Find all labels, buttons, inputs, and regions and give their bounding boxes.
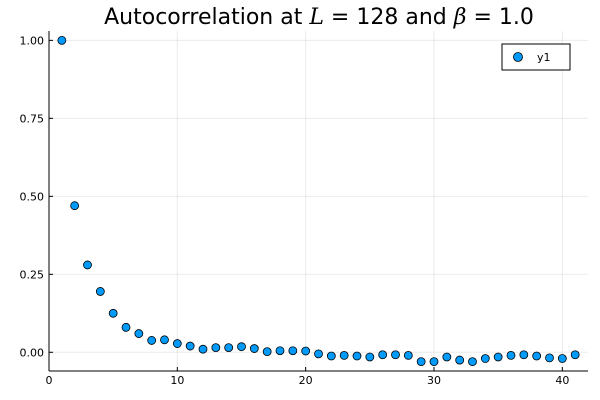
y-tick-label: 1.00 — [20, 34, 45, 47]
data-point — [519, 350, 529, 360]
data-point — [147, 336, 157, 345]
data-point — [185, 341, 195, 351]
data-points — [57, 35, 580, 367]
data-point — [391, 350, 400, 360]
data-point — [249, 344, 259, 353]
data-point — [506, 351, 516, 360]
data-point — [275, 346, 285, 356]
legend-box — [501, 43, 571, 71]
data-point — [557, 354, 567, 363]
title-L-symbol: L — [308, 5, 324, 30]
data-point — [95, 287, 105, 296]
data-point — [468, 357, 477, 367]
y-tick-label: 0.50 — [20, 190, 45, 203]
x-tick-label: 40 — [555, 374, 569, 387]
data-point — [134, 329, 144, 338]
legend: y1 — [501, 43, 571, 71]
data-point — [237, 342, 246, 352]
title-beta-symbol: β — [453, 5, 467, 30]
data-point — [545, 353, 554, 363]
data-point — [108, 308, 118, 318]
data-point — [211, 343, 221, 353]
data-point — [301, 346, 311, 356]
data-point — [442, 352, 452, 362]
axes — [48, 31, 588, 372]
data-point — [493, 352, 503, 362]
data-point — [57, 35, 67, 45]
title-suffix: = 1.0 — [466, 5, 533, 30]
data-point — [532, 351, 542, 361]
chart-title: Autocorrelation at L = 128 and β = 1.0 — [104, 5, 534, 30]
data-point — [288, 346, 298, 356]
data-point — [455, 355, 465, 365]
y-tick-label: 0.00 — [20, 346, 45, 359]
y-tick-label: 0.75 — [20, 112, 45, 125]
title-middle: = 128 and — [324, 5, 454, 30]
data-point — [83, 260, 92, 270]
data-point — [224, 343, 234, 353]
title-prefix: Autocorrelation at — [104, 5, 309, 30]
x-tick-label: 0 — [46, 374, 53, 387]
data-point — [352, 351, 362, 361]
data-point — [480, 354, 490, 363]
data-point — [378, 350, 388, 360]
tick-labels: 0 10 20 30 40 0.00 0.25 0.50 0.75 1.00 — [20, 34, 570, 387]
data-point — [198, 344, 208, 354]
data-point — [570, 350, 580, 360]
data-point — [339, 351, 349, 360]
x-tick-label: 30 — [427, 374, 441, 387]
x-tick-label: 10 — [170, 374, 184, 387]
legend-label-y1: y1 — [537, 51, 551, 64]
data-point — [172, 339, 182, 348]
data-point — [121, 322, 131, 332]
x-tick-label: 20 — [299, 374, 313, 387]
data-point — [416, 357, 426, 367]
data-point — [403, 351, 413, 360]
grid — [48, 31, 588, 371]
legend-marker-y1 — [513, 52, 523, 62]
data-point — [429, 357, 439, 367]
data-point — [326, 351, 336, 361]
data-point — [70, 201, 80, 211]
y-tick-label: 0.25 — [20, 268, 45, 281]
data-point — [314, 349, 323, 359]
data-point — [262, 347, 272, 357]
data-point — [365, 352, 375, 362]
data-point — [160, 335, 169, 345]
